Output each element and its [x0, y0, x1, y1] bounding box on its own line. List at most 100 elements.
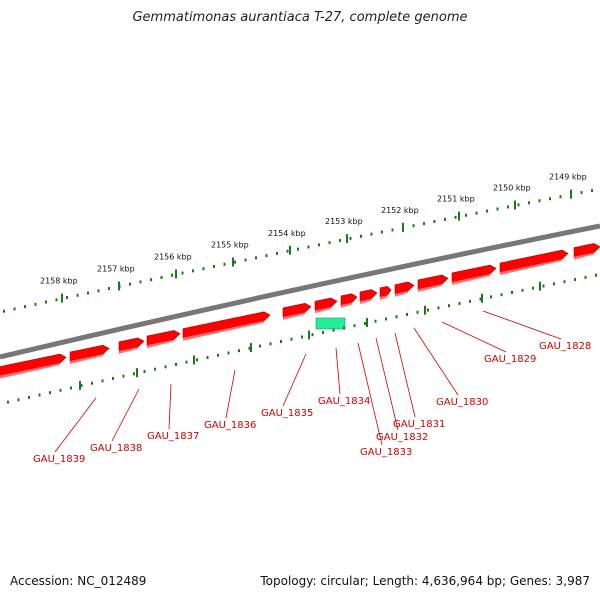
gene-arrow-shadow: [183, 320, 264, 341]
ruler-minor-tick: [437, 306, 440, 310]
ruler-minor-tick: [318, 243, 320, 247]
gene-arrow: [451, 264, 497, 283]
ruler-minor-tick: [76, 293, 79, 297]
ruler-minor-tick: [227, 351, 230, 355]
ruler-minor-tick: [269, 342, 272, 346]
ruler-minor-tick: [538, 199, 541, 203]
gene-arrow-shadow: [395, 291, 408, 297]
ruler-minor-tick: [517, 203, 520, 207]
accession-label: Accession: NC_012489: [10, 574, 147, 588]
ruler-label: 2153 kbp: [325, 217, 363, 226]
gene-leader-line: [335, 347, 341, 395]
ruler-minor-tick: [433, 219, 436, 223]
gene-arrow-shadow: [341, 302, 352, 308]
ruler-minor-tick: [328, 241, 331, 245]
ruler-major-tick: [193, 355, 195, 365]
highlight-feature: [315, 317, 346, 330]
ruler-major-tick: [232, 257, 234, 267]
ruler-minor-tick: [112, 376, 114, 380]
gene-label: GAU_1834: [318, 396, 370, 407]
gene-arrow: [499, 249, 569, 273]
ruler-minor-tick: [332, 328, 335, 332]
ruler-minor-tick: [244, 258, 247, 262]
ruler-minor-tick: [406, 313, 408, 317]
ruler-minor-tick: [412, 224, 415, 228]
ruler-major-tick: [346, 234, 348, 244]
ruler-minor-tick: [175, 362, 177, 366]
ruler-minor-tick: [181, 271, 184, 275]
ruler-minor-tick: [311, 333, 314, 337]
ruler-minor-tick: [339, 239, 341, 243]
ruler-minor-tick: [465, 213, 467, 217]
gene-arrow-shadow: [360, 298, 372, 304]
gene-leader-line: [54, 397, 97, 453]
ruler-major-tick: [366, 318, 368, 328]
ruler-minor-tick: [265, 254, 268, 258]
gene-arrow: [182, 311, 271, 338]
ruler-minor-tick: [150, 278, 152, 282]
ruler-minor-tick: [307, 245, 310, 249]
ruler-minor-tick: [490, 295, 492, 299]
ruler-label: 2158 kbp: [40, 277, 78, 286]
ruler-minor-tick: [297, 247, 299, 251]
gene-label: GAU_1832: [376, 432, 428, 443]
ruler-minor-tick: [521, 288, 524, 292]
ruler-minor-tick: [171, 273, 173, 277]
ruler-minor-tick: [479, 297, 482, 301]
ruler-minor-tick: [49, 391, 51, 395]
ruler-major-tick: [424, 305, 426, 315]
ruler-label: 2149 kbp: [549, 173, 587, 182]
gene-label: GAU_1833: [360, 447, 412, 458]
ruler-minor-tick: [553, 282, 555, 286]
ruler-minor-tick: [391, 228, 394, 232]
ruler-label: 2157 kbp: [97, 264, 135, 273]
gene-arrow: [417, 274, 449, 290]
ruler-minor-tick: [500, 293, 503, 297]
ruler-minor-tick: [7, 400, 9, 404]
ruler-label: 2154 kbp: [268, 229, 306, 238]
ruler-minor-tick: [343, 326, 345, 330]
ruler-label: 2156 kbp: [154, 252, 192, 261]
ruler-minor-tick: [66, 296, 68, 300]
ruler-minor-tick: [108, 287, 110, 291]
ruler-minor-tick: [13, 307, 16, 311]
ruler-major-tick: [539, 281, 541, 291]
ruler-minor-tick: [80, 384, 83, 388]
gene-leader-line: [413, 327, 459, 396]
ruler-minor-tick: [416, 310, 419, 314]
ruler-minor-tick: [395, 315, 398, 319]
ruler-minor-tick: [448, 304, 450, 308]
map-title: Gemmatimonas aurantiaca T-27, complete g…: [132, 10, 468, 25]
gene-arrow: [146, 330, 181, 346]
ruler-label: 2151 kbp: [437, 195, 475, 204]
gene-labels: GAU_1839 GAU_1838 GAU_1837 GAU_1836 GAU_1835…: [33, 310, 591, 465]
ruler-minor-tick: [301, 335, 303, 339]
ruler-minor-tick: [427, 308, 429, 312]
ruler-minor-tick: [507, 205, 509, 209]
gene-arrow-shadow: [380, 295, 388, 300]
gene-leader-line: [357, 342, 383, 446]
gene-label: GAU_1830: [436, 397, 488, 408]
ruler-major-tick: [570, 189, 572, 199]
gene-leader-line: [168, 383, 172, 430]
ruler-minor-tick: [70, 386, 72, 390]
ruler-minor-tick: [143, 369, 146, 373]
ruler-minor-tick: [133, 372, 135, 376]
ruler-major-tick: [175, 269, 177, 279]
gene-leader-line: [482, 310, 562, 340]
ruler-major-tick: [308, 330, 310, 340]
topology-summary: Topology: circular; Length: 4,636,964 bp…: [260, 574, 590, 588]
ruler-minor-tick: [381, 230, 383, 234]
ruler-minor-tick: [34, 302, 37, 306]
top-ruler: [3, 189, 593, 313]
ruler-minor-tick: [248, 346, 251, 350]
ruler-major-tick: [136, 368, 138, 378]
genome-backbone: [0, 223, 600, 360]
ruler-major-tick: [61, 293, 63, 303]
ruler-minor-tick: [91, 381, 93, 385]
ruler-minor-tick: [559, 195, 562, 199]
gene-arrow: [118, 337, 145, 352]
gene-label: GAU_1829: [484, 354, 536, 365]
ruler-minor-tick: [255, 256, 257, 260]
ruler-minor-tick: [486, 209, 488, 213]
